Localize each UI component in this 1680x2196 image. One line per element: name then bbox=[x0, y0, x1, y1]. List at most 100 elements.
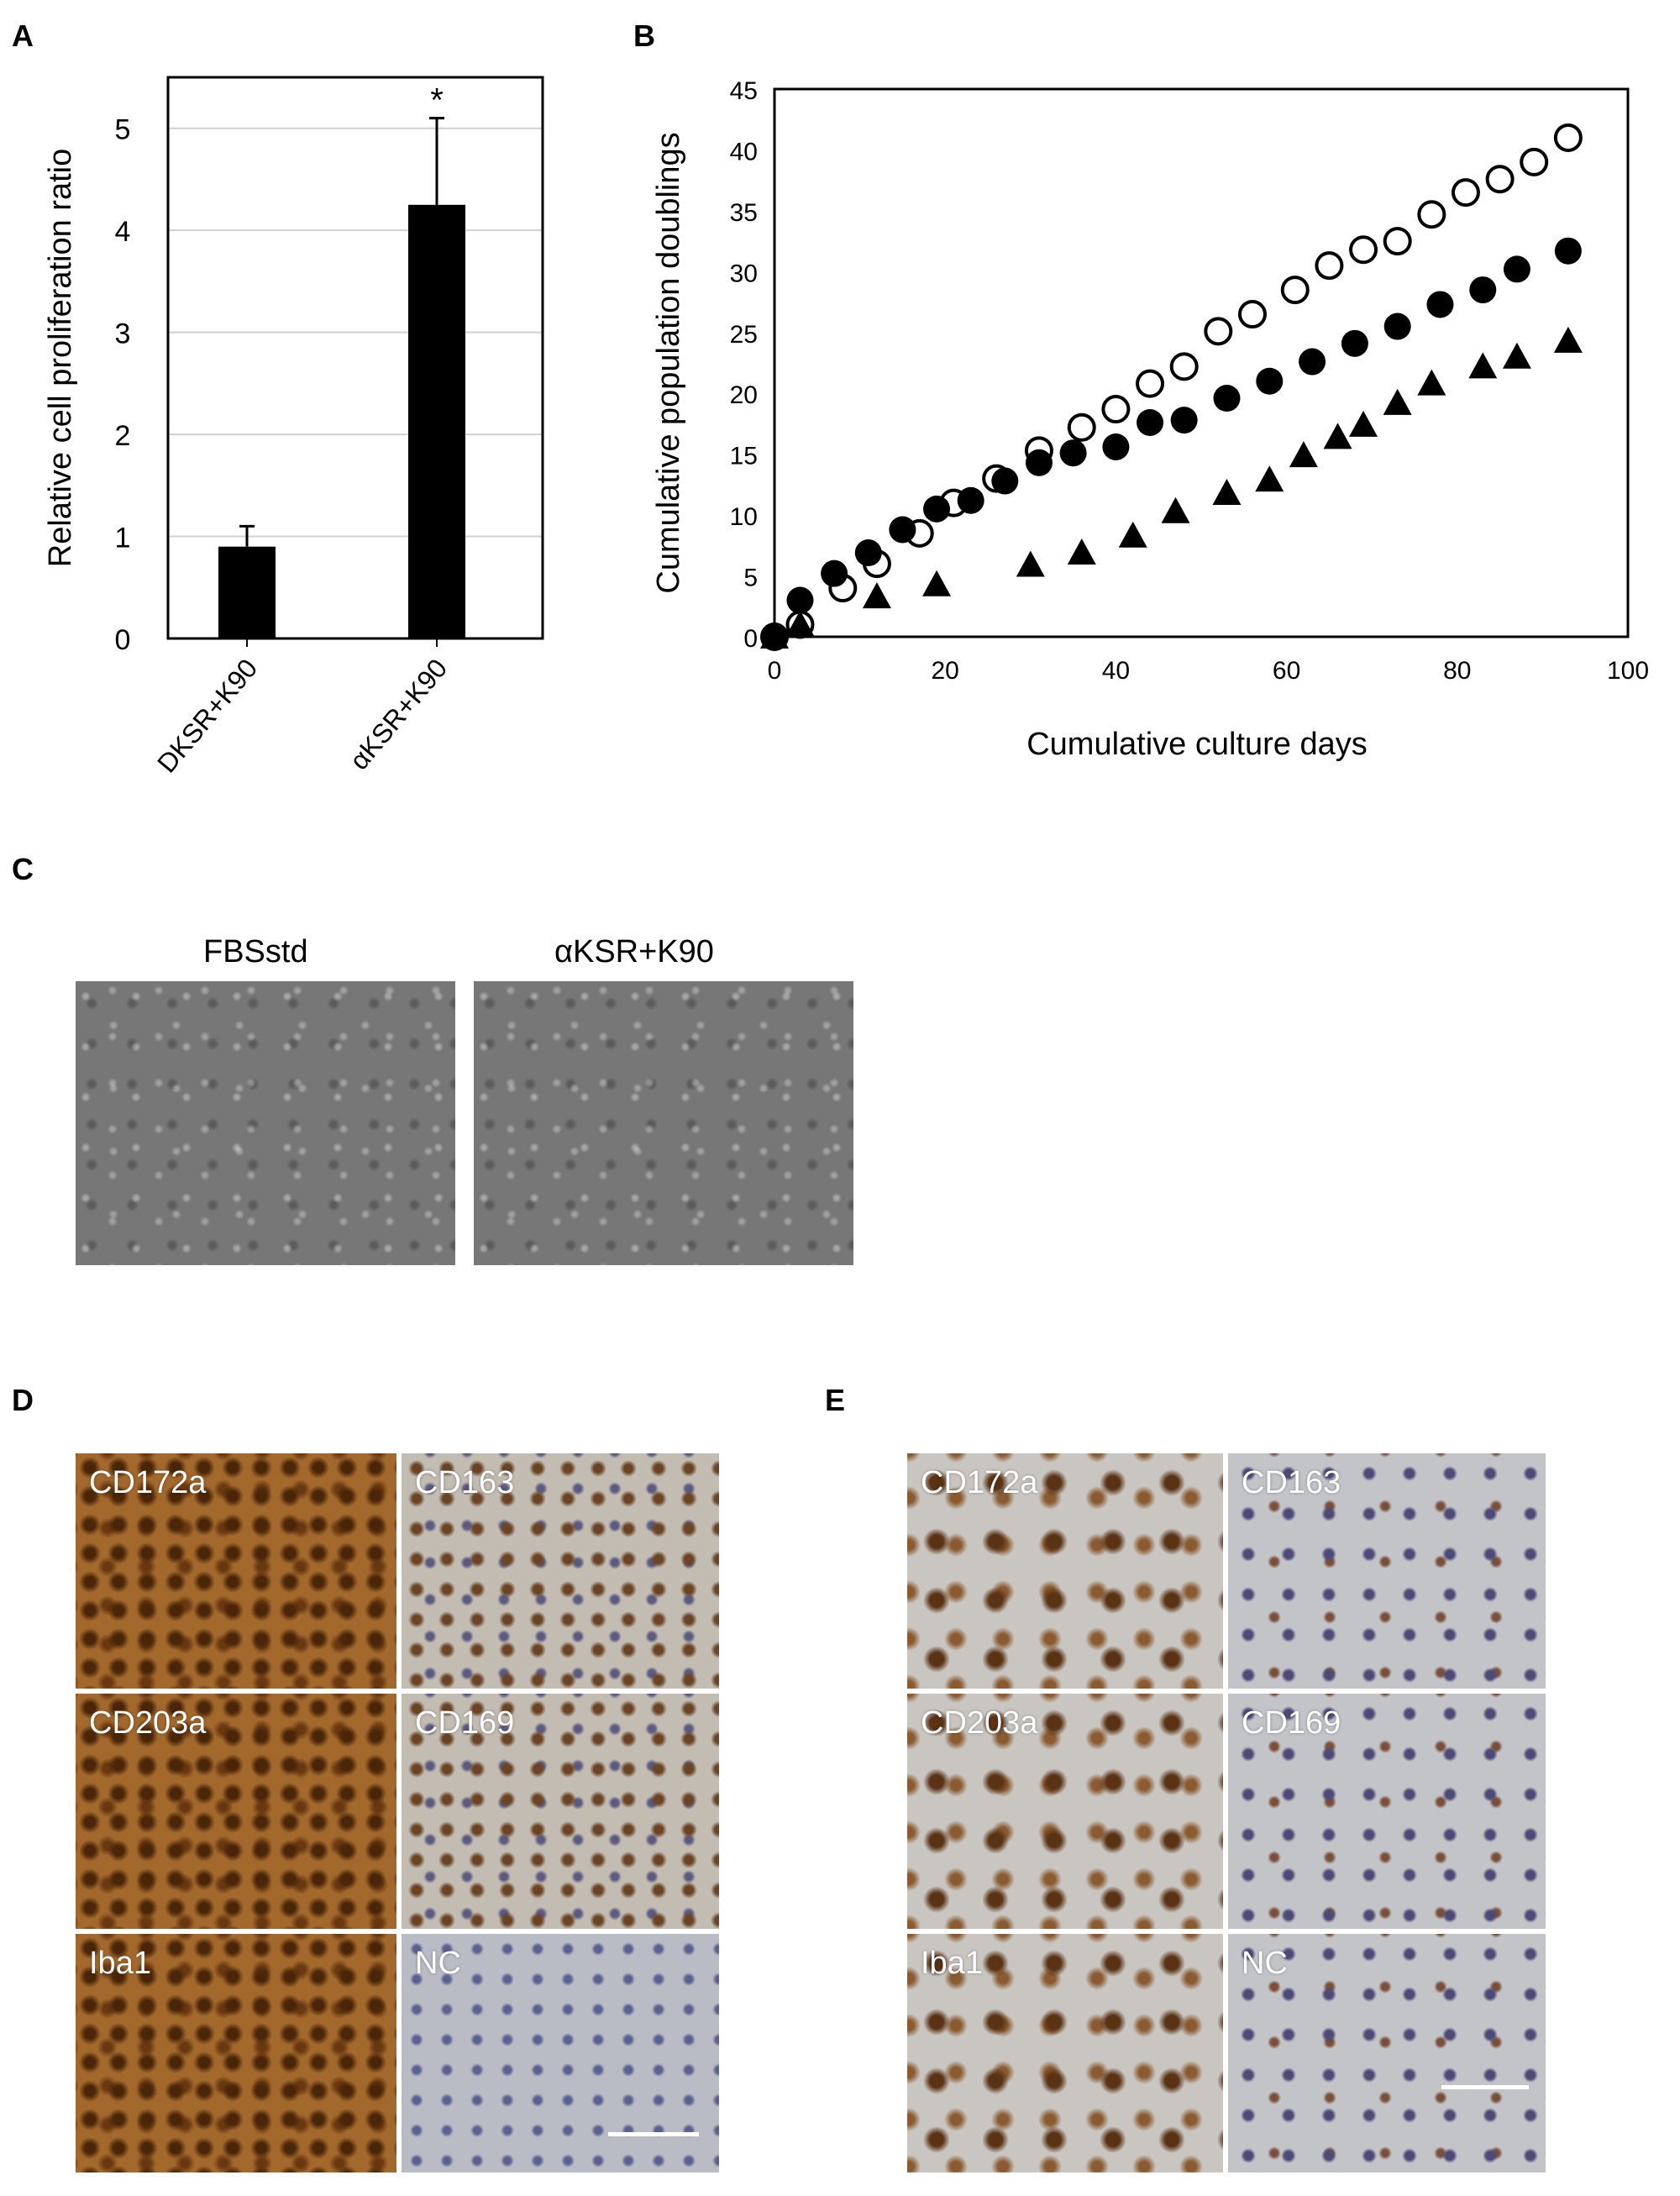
ihc-label: NC bbox=[1242, 1946, 1288, 1981]
ihc-label: CD163 bbox=[415, 1465, 515, 1500]
ihc-e-nc: NC bbox=[1228, 1934, 1546, 2172]
ihc-e-cd172a: CD172a bbox=[907, 1453, 1223, 1689]
x-tick-label: 20 bbox=[932, 657, 959, 685]
point-filled-circle bbox=[1383, 313, 1411, 340]
y-tick-label: 1 bbox=[115, 523, 131, 554]
y-tick-label: 30 bbox=[730, 260, 758, 287]
ihc-label: Iba1 bbox=[89, 1946, 151, 1981]
point-filled-triangle bbox=[1067, 538, 1096, 565]
micrograph-fbsstd bbox=[76, 981, 455, 1265]
point-filled-circle bbox=[1213, 385, 1241, 412]
ihc-d-cd172a: CD172a bbox=[76, 1453, 396, 1689]
ihc-label: CD172a bbox=[921, 1465, 1038, 1500]
point-open-circle bbox=[1553, 123, 1583, 152]
y-tick-label: 10 bbox=[730, 503, 758, 531]
x-tick-label: DKSR+K90 bbox=[151, 653, 263, 778]
point-filled-circle bbox=[923, 495, 951, 523]
y-tick-label: 2 bbox=[115, 420, 131, 452]
y-tick-label: 4 bbox=[115, 216, 131, 248]
image-label-aksr-k90: αKSR+K90 bbox=[554, 934, 714, 969]
point-filled-triangle bbox=[1161, 496, 1190, 523]
panel-letter-c: C bbox=[12, 852, 34, 886]
bar-chart-a: * 0 1 2 3 4 5 DKSR+K90 αKSR+K90 Relative cell … bbox=[43, 76, 544, 779]
point-filled-circle bbox=[786, 586, 814, 614]
point-filled-triangle bbox=[785, 610, 815, 637]
point-filled-circle bbox=[1299, 348, 1326, 376]
point-open-circle bbox=[1349, 235, 1378, 265]
ihc-label: CD163 bbox=[1242, 1465, 1341, 1500]
x-tick-label: 60 bbox=[1273, 657, 1300, 685]
x-tick-label: 80 bbox=[1443, 657, 1471, 685]
y-tick-label: 0 bbox=[115, 624, 131, 656]
point-filled-circle bbox=[991, 467, 1019, 495]
y-tick-label: 35 bbox=[730, 199, 758, 227]
point-filled-circle bbox=[1102, 433, 1130, 460]
y-tick-label: 20 bbox=[730, 381, 758, 409]
x-tick-label: 40 bbox=[1102, 657, 1130, 685]
point-filled-triangle bbox=[862, 582, 891, 609]
y-axis-label-b: Cumulative population doublings bbox=[651, 132, 686, 593]
y-tick-label: 40 bbox=[730, 138, 758, 165]
ihc-label: CD203a bbox=[921, 1705, 1038, 1741]
point-filled-triangle bbox=[1349, 410, 1378, 437]
ihc-e-cd169: CD169 bbox=[1228, 1694, 1546, 1929]
panel-letter-a: A bbox=[12, 18, 34, 53]
ihc-label: CD172a bbox=[89, 1465, 207, 1500]
ihc-label: NC bbox=[415, 1946, 461, 1981]
point-filled-circle bbox=[1341, 329, 1368, 357]
y-tick-label: 5 bbox=[743, 565, 758, 592]
panel-letter-e: E bbox=[825, 1383, 846, 1417]
point-filled-circle bbox=[1137, 408, 1164, 436]
x-tick-label: αKSR+K90 bbox=[344, 653, 453, 775]
ihc-d-cd163: CD163 bbox=[402, 1453, 719, 1689]
x-tick-label: 0 bbox=[768, 657, 782, 685]
ihc-label: CD169 bbox=[415, 1705, 515, 1741]
point-open-circle bbox=[1451, 178, 1480, 208]
point-filled-triangle bbox=[1383, 388, 1412, 415]
plot-frame-b bbox=[773, 87, 1630, 638]
point-open-circle bbox=[1067, 412, 1096, 442]
ihc-d-nc: NC bbox=[402, 1934, 719, 2172]
point-filled-circle bbox=[889, 516, 916, 544]
scale-bar bbox=[1441, 2085, 1529, 2089]
ihc-e-iba1: Iba1 bbox=[907, 1934, 1223, 2172]
point-open-circle bbox=[1101, 395, 1131, 424]
point-filled-triangle bbox=[1212, 479, 1242, 506]
ihc-e-cd163: CD163 bbox=[1228, 1453, 1546, 1689]
point-filled-circle bbox=[1426, 291, 1454, 318]
point-filled-circle bbox=[957, 486, 984, 514]
plot-frame-a bbox=[166, 76, 544, 640]
point-open-circle bbox=[1315, 251, 1344, 281]
point-open-circle bbox=[1136, 369, 1165, 398]
micrograph-aksr-k90 bbox=[474, 981, 853, 1265]
scatter-chart-b: 0 5 10 15 20 25 30 35 40 45 0 20 40 60 80 100 Cumulati… bbox=[651, 77, 1649, 762]
point-filled-triangle bbox=[1502, 342, 1531, 369]
y-tick-label: 5 bbox=[115, 114, 131, 146]
point-open-circle bbox=[1383, 227, 1412, 256]
scale-bar bbox=[608, 2132, 699, 2136]
point-filled-triangle bbox=[1553, 326, 1583, 353]
point-filled-circle bbox=[1554, 237, 1582, 265]
point-filled-circle bbox=[821, 560, 848, 587]
y-axis-label-a: Relative cell proliferation ratio bbox=[43, 149, 78, 567]
point-filled-triangle bbox=[1255, 465, 1284, 492]
bar bbox=[408, 204, 465, 638]
y-tick-label: 25 bbox=[730, 321, 758, 349]
y-tick-label: 0 bbox=[743, 625, 758, 653]
ihc-d-cd169: CD169 bbox=[402, 1694, 719, 1929]
y-tick-label: 45 bbox=[730, 77, 758, 105]
y-tick-label: 3 bbox=[115, 318, 131, 350]
significance-marker: * bbox=[430, 82, 444, 119]
x-axis-label-b: Cumulative culture days bbox=[1026, 727, 1368, 762]
point-filled-circle bbox=[1503, 255, 1530, 283]
x-tick-label: 100 bbox=[1607, 657, 1649, 685]
point-open-circle bbox=[1485, 165, 1515, 194]
point-filled-circle bbox=[1025, 449, 1053, 476]
point-filled-triangle bbox=[1417, 369, 1446, 396]
image-label-fbsstd: FBSstd bbox=[203, 934, 308, 969]
point-filled-triangle bbox=[760, 623, 789, 649]
point-filled-triangle bbox=[1118, 521, 1147, 548]
point-filled-circle bbox=[1469, 276, 1497, 304]
point-filled-triangle bbox=[922, 570, 952, 596]
point-open-circle bbox=[1237, 300, 1267, 329]
